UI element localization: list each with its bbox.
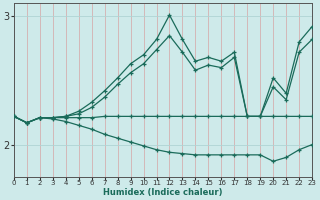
X-axis label: Humidex (Indice chaleur): Humidex (Indice chaleur): [103, 188, 223, 197]
